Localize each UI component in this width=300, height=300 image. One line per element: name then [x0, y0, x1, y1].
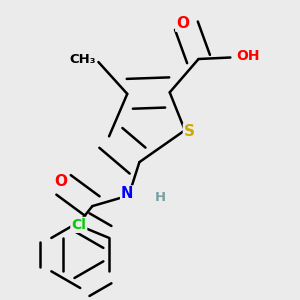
Text: OH: OH: [236, 49, 260, 63]
Text: O: O: [176, 16, 189, 31]
Text: S: S: [184, 124, 195, 139]
Text: H: H: [154, 190, 166, 203]
Text: N: N: [121, 187, 134, 202]
Text: Cl: Cl: [71, 218, 86, 232]
Text: CH₃: CH₃: [69, 52, 95, 65]
Text: O: O: [54, 174, 67, 189]
